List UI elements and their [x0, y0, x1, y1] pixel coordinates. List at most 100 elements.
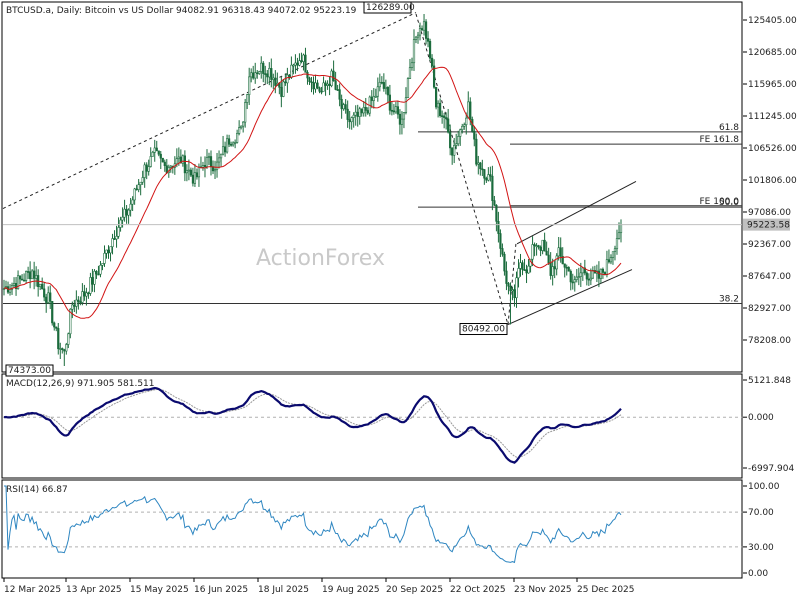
- candle-body: [346, 108, 349, 120]
- price-tick-label: 82927.00: [748, 304, 791, 314]
- candle-body: [354, 111, 357, 116]
- candle-body: [103, 252, 106, 264]
- candle-body: [274, 77, 277, 86]
- candle-body: [334, 80, 337, 90]
- candle-body: [240, 125, 243, 128]
- upper-trend-dashed: [2, 12, 417, 209]
- candle-body: [238, 127, 241, 134]
- candle-body: [83, 291, 86, 297]
- candle-body: [400, 118, 404, 125]
- time-tick-label: 15 May 2025: [130, 585, 189, 595]
- candle-body: [561, 256, 564, 265]
- candle-body: [338, 89, 341, 100]
- candle-body: [63, 349, 66, 352]
- candle-body: [565, 266, 568, 269]
- candle-body: [499, 233, 502, 249]
- channel-upper: [516, 180, 637, 245]
- candle-body: [205, 157, 209, 167]
- candle-body: [469, 101, 472, 120]
- candle-body: [430, 57, 434, 67]
- candle-body: [256, 72, 259, 74]
- candle-body: [51, 301, 54, 324]
- candle-body: [185, 170, 188, 174]
- candle-body: [270, 68, 273, 80]
- candle-body: [605, 259, 609, 275]
- candle-body: [101, 263, 104, 266]
- candle-body: [435, 86, 438, 108]
- candle-body: [14, 283, 18, 290]
- candle-body: [300, 60, 303, 62]
- candle-body: [127, 209, 130, 216]
- candle-body: [213, 169, 217, 172]
- candle-body: [587, 278, 590, 281]
- price-tick-label: 115965.00: [748, 80, 797, 90]
- candle-body: [392, 110, 395, 113]
- candle-body: [533, 244, 536, 247]
- candle-body: [439, 102, 442, 116]
- candle-body: [69, 308, 72, 335]
- candle-body: [398, 113, 402, 125]
- candle-body: [366, 110, 369, 114]
- candle-body: [457, 136, 460, 145]
- candle-body: [294, 62, 297, 66]
- candle-body: [350, 117, 353, 123]
- fib-level-label: FE 161.8: [700, 135, 740, 145]
- candle-body: [453, 145, 456, 156]
- moving-average-line: [3, 66, 622, 319]
- rsi-panel-frame: [1, 479, 743, 579]
- candle-body: [328, 83, 331, 86]
- candle-body: [404, 97, 408, 113]
- candle-body: [573, 279, 576, 283]
- candle-body: [45, 296, 48, 303]
- price-tick-label: 92367.00: [748, 240, 791, 250]
- candle-body: [73, 304, 76, 307]
- candle-body: [523, 269, 526, 271]
- candle-body: [414, 36, 418, 40]
- rsi-tick-label: 70.00: [748, 508, 774, 518]
- candle-body: [615, 238, 619, 250]
- price-tick-label: 78208.00: [748, 336, 791, 346]
- price-marker-label: 74373.00: [8, 366, 51, 376]
- candle-body: [493, 200, 496, 206]
- candle-body: [107, 249, 110, 254]
- macd-axis: 5121.848 0.000 -6997.904: [3, 376, 794, 474]
- candle-body: [159, 153, 162, 159]
- candle-body: [141, 177, 144, 183]
- candle-body: [511, 289, 514, 292]
- candle-body: [10, 285, 14, 290]
- candle-body: [324, 82, 327, 86]
- candle-body: [527, 265, 530, 274]
- candle-body: [326, 83, 329, 86]
- candle-body: [575, 276, 578, 280]
- rsi-tick-label: 30.00: [748, 543, 774, 553]
- candle-body: [67, 333, 70, 345]
- candle-body: [87, 292, 90, 295]
- candle-body: [541, 239, 544, 251]
- candle-body: [581, 267, 584, 274]
- candle-body: [123, 208, 126, 218]
- candle-body: [539, 246, 542, 251]
- candle-body: [591, 270, 594, 279]
- candle-body: [264, 73, 267, 75]
- candle-body: [209, 156, 213, 167]
- candle-body: [515, 277, 518, 299]
- candle-body: [31, 270, 34, 280]
- time-axis: 12 Mar 2025 13 Apr 2025 15 May 2025 16 Jun …: [3, 578, 635, 595]
- candle-body: [388, 94, 391, 111]
- candle-body: [613, 248, 617, 252]
- candle-body: [163, 161, 166, 166]
- candle-body: [105, 249, 108, 254]
- candle-body: [203, 165, 207, 167]
- candle-body: [336, 89, 339, 91]
- time-tick-label: 12 Mar 2025: [4, 585, 61, 595]
- candle-body: [89, 277, 92, 294]
- candle-body: [223, 146, 227, 153]
- fib-level-label: FE 100.0: [700, 197, 740, 207]
- candle-body: [449, 131, 452, 149]
- time-tick-label: 22 Oct 2025: [450, 585, 506, 595]
- candle-body: [183, 155, 186, 174]
- candle-body: [296, 62, 299, 66]
- candle-body: [147, 166, 150, 172]
- price-tick-label: 125405.00: [748, 16, 797, 26]
- candle-body: [553, 266, 556, 270]
